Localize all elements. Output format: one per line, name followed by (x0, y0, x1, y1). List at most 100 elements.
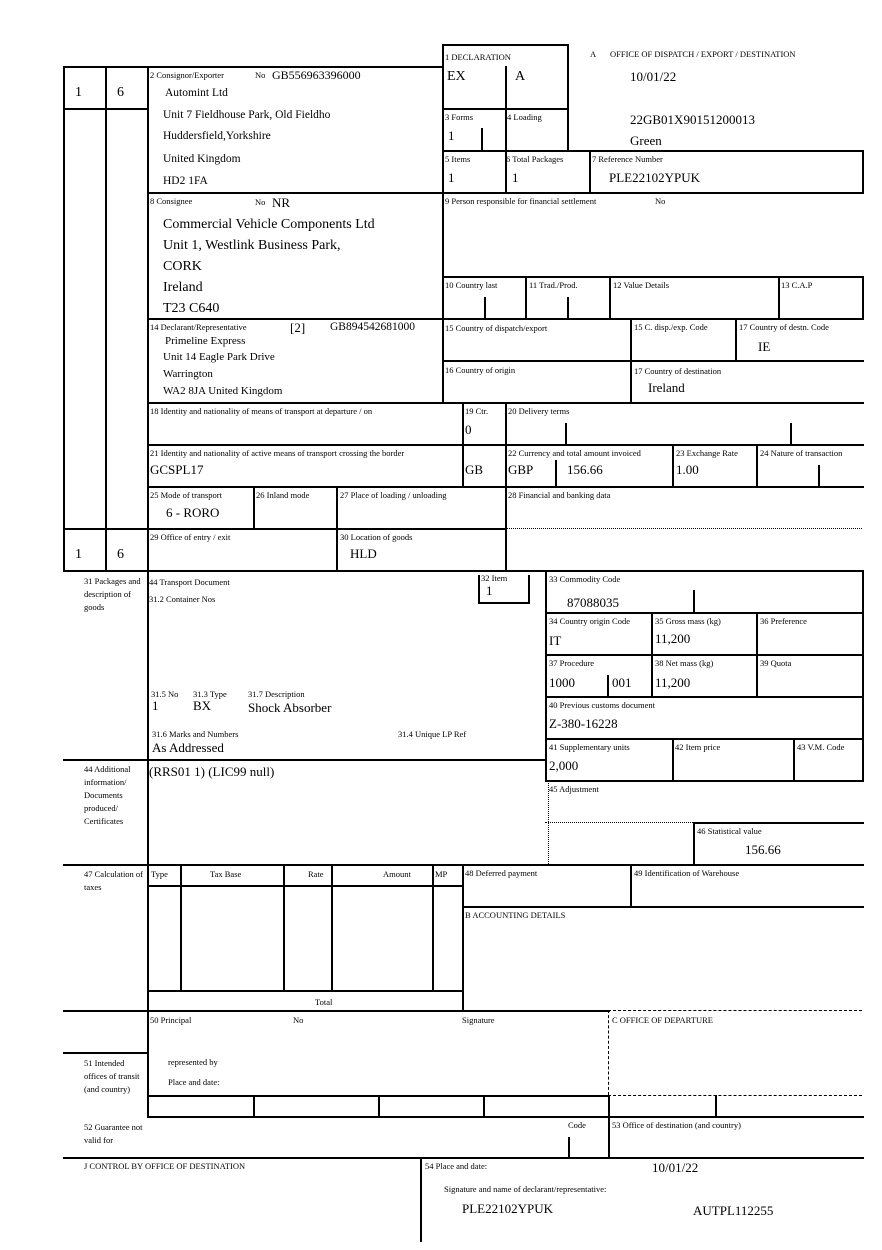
rule-line (147, 570, 149, 1118)
rule-line (545, 696, 864, 698)
tax-col-amount: Amount (383, 869, 411, 879)
origin-code-label: 34 Country origin Code (549, 616, 630, 626)
consignee-line: Commercial Vehicle Components Ltd (163, 217, 375, 232)
financial-person-label: 9 Person responsible for financial settl… (445, 196, 597, 206)
rule-line (756, 444, 758, 488)
consignee-label: 8 Consignee (150, 196, 193, 206)
rule-line (483, 1095, 485, 1118)
rule-line (630, 864, 632, 908)
forms-value: 1 (448, 128, 455, 143)
copy-number: 1 (75, 85, 82, 100)
rule-line (735, 318, 737, 362)
financial-person-no-label: No (655, 196, 666, 206)
consignor-line: Unit 7 Fieldhouse Park, Old Fieldho (163, 109, 331, 121)
rule-line (147, 885, 464, 887)
dotted-rule-line (608, 1010, 862, 1011)
transit-offices-side-label: 51 Intended offices of transit (and coun… (84, 1058, 140, 1094)
declaration-date: 10/01/22 (652, 1160, 699, 1175)
ctr-value: 0 (465, 422, 472, 437)
rule-line (147, 1116, 864, 1118)
packages-side-label: 31 Packages and description of goods (84, 576, 141, 612)
tax-col-type: Type (151, 869, 168, 879)
consignor-line: United Kingdom (163, 153, 241, 165)
consignee-no: NR (272, 195, 291, 210)
rule-line (63, 528, 507, 530)
rule-line (609, 276, 611, 320)
place-date-label: Place and date: (168, 1077, 220, 1087)
trad-prod-label: 11 Trad./Prod. (529, 280, 578, 290)
delivery-terms-label: 20 Delivery terms (508, 406, 570, 416)
copy-number: 1 (75, 547, 82, 562)
rule-line (545, 738, 864, 740)
rule-line (63, 108, 149, 110)
principal-signature-label: Signature (462, 1015, 495, 1025)
rule-line (567, 44, 569, 152)
declarant-line: WA2 8JA United Kingdom (163, 385, 283, 397)
consignee-no-label: No (255, 197, 266, 207)
guarantee-code-label: Code (568, 1120, 586, 1130)
consignor-label: 2 Consignor/Exporter (150, 70, 224, 80)
tax-col-base: Tax Base (210, 869, 242, 879)
rule-line (545, 570, 547, 782)
commodity-code: 87088035 (567, 595, 619, 610)
rule-line (818, 465, 820, 488)
dest-code: IE (758, 339, 771, 354)
preference-label: 36 Preference (760, 616, 807, 626)
previous-doc-label: 40 Previous customs document (549, 700, 656, 710)
declarant-signature-code: AUTPL112255 (693, 1203, 774, 1218)
consignor-no-label: No (255, 70, 266, 80)
dotted-rule-line (505, 528, 862, 529)
rule-line (63, 66, 65, 572)
dotted-rule-line (608, 1010, 609, 1095)
rule-line (545, 780, 864, 782)
container-label: 31.2 Container Nos (149, 594, 216, 604)
rule-line (63, 570, 864, 572)
marks-label: 31.6 Marks and Numbers (152, 729, 239, 739)
destination-office-label: 53 Office of destination (and country) (612, 1120, 741, 1130)
office-departure-label: C OFFICE OF DEPARTURE (612, 1015, 713, 1025)
rule-line (442, 44, 569, 46)
supp-units-label: 41 Supplementary units (549, 742, 630, 752)
rule-line (862, 570, 864, 782)
rule-line (565, 423, 567, 446)
rule-line (525, 276, 527, 320)
warehouse-label: 49 Identification of Warehouse (634, 868, 740, 878)
description-value: Shock Absorber (248, 700, 332, 715)
item-value: 1 (486, 583, 493, 598)
departure-transport-label: 18 Identity and nationality of means of … (150, 406, 373, 416)
place-loading-label: 27 Place of loading / unloading (340, 490, 447, 500)
consignee-line: T23 C640 (163, 301, 220, 316)
rule-line (693, 822, 864, 824)
control-label: J CONTROL BY OFFICE OF DESTINATION (84, 1161, 246, 1171)
rule-line (147, 444, 864, 446)
commodity-label: 33 Commodity Code (549, 574, 621, 584)
declarant-label: 14 Declarant/Representative (150, 322, 247, 332)
inland-mode-label: 26 Inland mode (256, 490, 310, 500)
procedure: 1000 (549, 675, 575, 690)
rule-line (147, 192, 864, 194)
declaration-type: EX (447, 69, 466, 84)
rule-line (63, 759, 547, 761)
rule-line (63, 1157, 864, 1159)
rule-line (432, 864, 434, 992)
rule-line (378, 1095, 380, 1118)
tax-col-rate: Rate (308, 869, 324, 879)
forms-label: 3 Forms (445, 112, 474, 122)
rule-line (545, 612, 864, 614)
rule-line (63, 1052, 149, 1054)
rule-line (693, 590, 695, 614)
rule-line (528, 575, 530, 604)
location-value: HLD (350, 546, 377, 561)
packages-value: 1 (512, 170, 519, 185)
procedure-label: 37 Procedure (549, 658, 595, 668)
statistical-value: 156.66 (745, 842, 781, 857)
rule-line (555, 460, 557, 488)
rule-line (442, 108, 569, 110)
rule-line (505, 66, 507, 194)
consignor-line: Automint Ltd (165, 87, 228, 99)
rule-line (147, 990, 464, 992)
dotted-rule-line (608, 1095, 862, 1096)
active-transport-id: GCSPL17 (150, 462, 204, 477)
value-details-label: 12 Value Details (613, 280, 670, 290)
location-label: 30 Location of goods (340, 532, 413, 542)
